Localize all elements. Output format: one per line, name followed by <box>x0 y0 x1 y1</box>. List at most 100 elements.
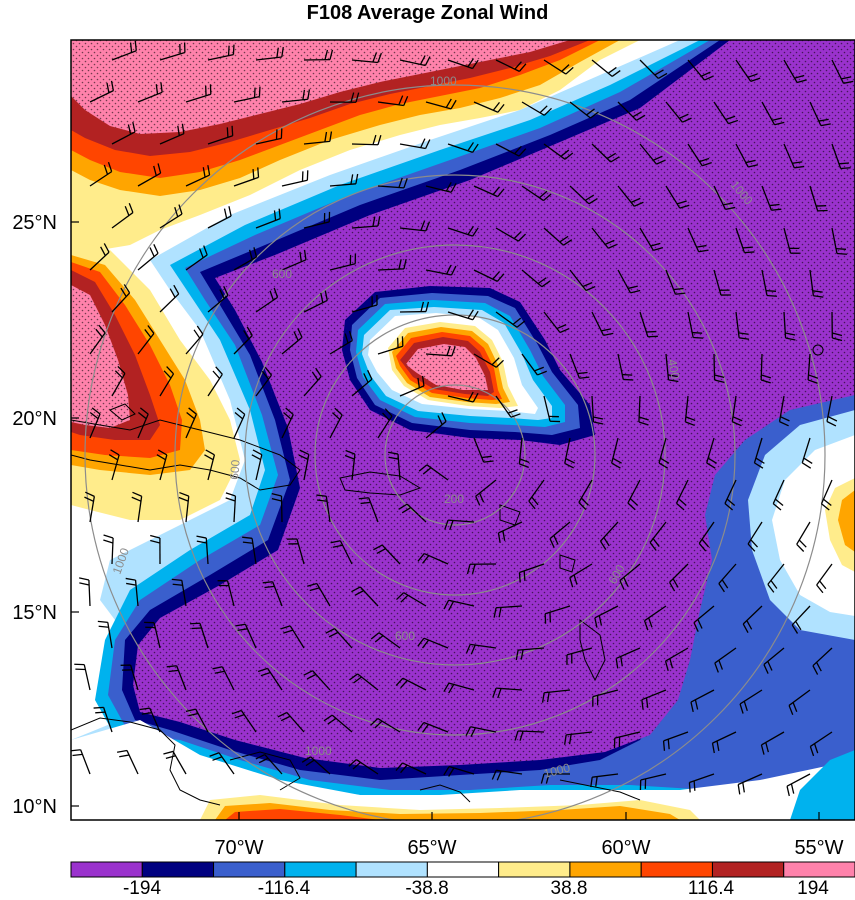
wind-barb-flag <box>446 264 452 275</box>
wind-barb-flag <box>514 61 522 70</box>
wind-barb-flag <box>638 416 649 421</box>
wind-barb-flag <box>697 619 703 629</box>
wind-barb-flag <box>417 553 425 562</box>
wind-barb-flag <box>395 762 403 771</box>
wind-barb-flag <box>796 79 807 84</box>
wind-barb-flag <box>353 676 362 684</box>
wind-barb-flag <box>738 332 749 335</box>
wind-barb-flag <box>747 543 756 552</box>
wind-barb-flag <box>685 421 695 427</box>
wind-barb-flag <box>590 777 593 788</box>
wind-barb-flag <box>398 503 408 510</box>
wind-barb-flag <box>448 767 455 777</box>
wind-barb-flag <box>324 290 328 301</box>
wind-barb-flag <box>320 292 324 303</box>
wind-barb-flag <box>234 412 244 420</box>
wind-barb-flag <box>425 221 431 232</box>
wind-barb-flag <box>611 70 621 77</box>
wind-barb-flag <box>623 378 634 381</box>
wind-barb-flag <box>492 271 500 280</box>
wind-barb-flag <box>449 520 454 531</box>
wind-barb-flag <box>97 620 108 623</box>
wind-barb-flag <box>716 740 720 751</box>
storm-eye <box>342 286 595 445</box>
wind-barb-flag <box>372 216 376 227</box>
wind-barb-flag <box>669 658 674 669</box>
wind-barb-flag <box>232 44 235 55</box>
wind-barb-flag <box>534 366 545 372</box>
ring-label: 600 <box>272 267 292 281</box>
ring-label: 400 <box>665 358 682 380</box>
wind-barb-flag <box>223 285 229 296</box>
wind-barb-flag <box>257 167 260 178</box>
colorbar-box <box>70 861 143 878</box>
wind-barb-flag <box>226 127 229 138</box>
wind-barb-flag <box>280 715 291 722</box>
wind-barb-flag <box>563 239 573 246</box>
wind-barb-flag <box>786 786 790 797</box>
wind-barb-flag <box>676 200 687 205</box>
wind-barb-flag <box>255 753 266 760</box>
wind-barb-flag <box>619 580 625 590</box>
wind-barb-flag <box>668 379 679 383</box>
wind-barb-flag <box>611 462 621 469</box>
wind-barb-flag <box>124 205 130 216</box>
wind-barb-flag <box>421 375 425 386</box>
wind-barb-flag <box>123 284 131 294</box>
colorbar-box <box>355 861 428 878</box>
lat-labels: 25°N 20°N 15°N 10°N <box>12 212 57 818</box>
wind-barb-flag <box>231 709 242 715</box>
wind-barb-flag <box>652 538 660 547</box>
wind-barb-flag <box>246 326 253 336</box>
wind-barb-flag <box>650 242 661 247</box>
wind-barb-flag <box>694 699 699 710</box>
wind-barb-flag <box>120 287 127 297</box>
colorbar-box <box>213 861 286 878</box>
wind-barb-flag <box>518 148 527 157</box>
wind-barb-flag <box>400 764 408 774</box>
wind-barb-flag <box>242 541 253 544</box>
wind-barb-flag <box>514 730 519 741</box>
wind-barb-flag <box>743 701 748 712</box>
wind-barb-flag <box>227 45 230 56</box>
wind-barb-flag <box>344 454 355 460</box>
wind-barb-flag <box>155 84 159 95</box>
wind-barb-flag <box>816 584 824 594</box>
wind-barb-flag <box>656 159 666 165</box>
wind-barb-flag <box>540 773 545 784</box>
lon-label-55w: 55°W <box>794 837 843 859</box>
wind-barb-flag <box>448 601 455 611</box>
lon-ticks <box>238 812 820 820</box>
wind-barb-flag <box>792 702 798 713</box>
wind-barb-flag <box>564 152 574 160</box>
wind-barb-flag <box>809 746 815 757</box>
wind-barb-flag <box>588 197 598 205</box>
wind-barb-flag <box>299 449 310 456</box>
wind-barb-flag <box>98 324 106 334</box>
wind-barb-flag <box>465 726 472 736</box>
wind-barb-flag <box>513 231 522 240</box>
wind-barb-flag <box>253 87 256 98</box>
wind-barb-flag <box>193 329 201 339</box>
wind-barb-flag <box>560 149 570 157</box>
wind-barb-flag <box>791 624 799 634</box>
wind-barb-flag <box>603 537 610 547</box>
wind-barb-flag <box>157 449 168 456</box>
wind-barb-flag <box>820 123 831 127</box>
wind-barb-flag <box>309 587 320 592</box>
wind-barb-flag <box>492 186 500 195</box>
wind-barb-flag <box>153 165 157 176</box>
wind-barb-flag <box>234 714 245 719</box>
wind-barb-flag <box>421 639 430 649</box>
wind-barb-flag <box>491 357 500 366</box>
wind-barb-flag <box>467 142 474 152</box>
wind-barb-flag <box>514 145 522 155</box>
wind-barb-flag <box>377 216 381 227</box>
wind-barb-flag <box>420 220 426 231</box>
wind-barb-flag <box>305 759 315 767</box>
wind-barb-flag <box>418 464 428 472</box>
wind-barb-flag <box>237 628 248 632</box>
wind-barb-flag <box>747 73 758 78</box>
colorbar-box <box>141 861 215 878</box>
wind-barb <box>280 495 283 523</box>
